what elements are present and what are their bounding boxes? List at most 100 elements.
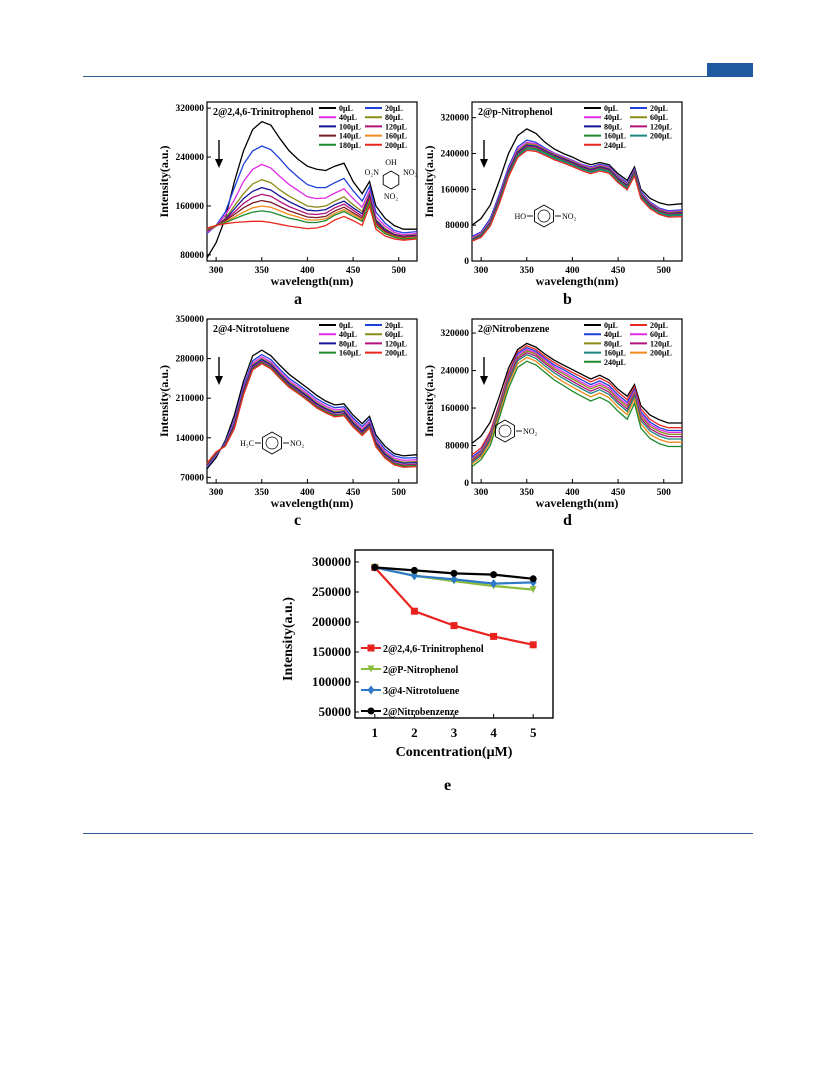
legend-label-3: 60μL <box>650 113 668 122</box>
legend-label-8: 240μL <box>604 358 626 367</box>
chart-e: 1 2 3 4 5 50000 100000 150000 200000 250000 300000… <box>281 549 554 760</box>
x-tick-label: 4 <box>490 725 497 740</box>
no2-label: NO₂ <box>403 168 418 177</box>
legend-label-2: 3@4-Nitrotoluene <box>383 686 460 697</box>
legend-label-0: 0μL <box>604 104 618 113</box>
legend-label-7: 160μL <box>385 132 407 141</box>
series-line-1 <box>206 145 418 234</box>
y-tick-label: 100000 <box>312 674 351 689</box>
caption-a: a <box>294 291 302 308</box>
panel-title: 2@2,4,6-Trinitrophenol <box>213 107 314 118</box>
series-line-4 <box>206 186 418 238</box>
panel-title: 2@p-Nitrophenol <box>478 107 553 118</box>
legend-label-8: 240μL <box>604 141 626 150</box>
x-tick-label: 400 <box>565 488 580 498</box>
series-line-6 <box>471 353 682 463</box>
panel-title: 2@4-Nitrotoluene <box>213 324 290 335</box>
legend-label-1: 20μL <box>650 104 668 113</box>
header-rule <box>83 76 753 77</box>
x-tick-label: 400 <box>300 266 315 276</box>
x-tick-label: 500 <box>392 488 407 498</box>
y-axis-label: Intensity(a.u.) <box>422 145 436 217</box>
series-0-point <box>450 622 458 630</box>
series-1-point <box>529 586 537 594</box>
molecule-structure: H₃C NO₂ <box>240 431 305 455</box>
series-line-1 <box>471 344 682 456</box>
legend-label-5: 120μL <box>650 339 672 348</box>
series-2-point <box>450 574 458 584</box>
series-line-8 <box>206 200 418 240</box>
legend-label-6: 140μL <box>339 132 361 141</box>
legend-label-5: 120μL <box>650 122 672 131</box>
x-tick-label: 400 <box>300 488 315 498</box>
series-3-point <box>371 563 379 571</box>
legend-label-0: 0μL <box>339 321 353 330</box>
y-tick-label: 70000 <box>180 473 204 483</box>
no2-label: NO₂ <box>290 439 305 448</box>
x-axis-label: Concentration(μM) <box>396 745 513 760</box>
aromatic-circle <box>537 209 551 223</box>
x-axis-label: wavelength(nm) <box>536 274 619 288</box>
legend-label-7: 200μL <box>650 132 672 141</box>
no2-label: NO₂ <box>384 192 399 201</box>
arrow-head <box>215 159 223 168</box>
y-tick-label: 150000 <box>312 644 351 659</box>
plot-frame <box>471 101 683 262</box>
x-tick-label: 500 <box>657 488 672 498</box>
series-3-point <box>450 569 458 577</box>
caption-b: b <box>563 291 572 308</box>
molecule-structure: NO₂ <box>495 419 538 443</box>
arrow-head <box>215 376 223 385</box>
y-tick-label: 240000 <box>441 150 470 160</box>
legend-label-0: 0μL <box>604 321 618 330</box>
series-line-8 <box>471 360 682 468</box>
series-line-0 <box>206 120 417 259</box>
y-tick-label: 320000 <box>441 114 470 124</box>
series-3-point <box>529 575 537 583</box>
legend-label-3: 60μL <box>385 330 403 339</box>
series-line-2 <box>206 163 418 236</box>
x-axis-label: wavelength(nm) <box>536 496 619 510</box>
series-2-point <box>410 571 418 581</box>
legend-label-2: 40μL <box>339 330 357 339</box>
y-tick-label: 0 <box>464 479 469 489</box>
x-tick-label: 300 <box>474 266 489 276</box>
legend-label-2: 40μL <box>604 330 622 339</box>
y-tick-label: 280000 <box>176 355 205 365</box>
y-tick-label: 160000 <box>176 202 205 212</box>
series-line-0 <box>206 349 418 470</box>
y-tick-label: 210000 <box>176 394 205 404</box>
legend-label-5: 120μL <box>385 122 407 131</box>
legend-label-1: 20μL <box>650 321 668 330</box>
legend-label-9: 200μL <box>385 141 407 150</box>
series-2-point <box>490 579 498 589</box>
series-line-0 <box>471 128 683 226</box>
series-3-point <box>410 566 418 574</box>
series-line-5 <box>471 351 682 462</box>
y-tick-label: 160000 <box>441 185 470 195</box>
chart-b: 300 350 400 450 500 0 80000 160000 240000 320000 w… <box>422 101 683 288</box>
series-0-point <box>410 607 418 615</box>
molecule-structure: OH O₂N NO₂ NO₂ <box>365 158 418 201</box>
series-line-3 <box>206 179 418 237</box>
chart-a: 300 350 400 450 500 80000 160000 240000 320000 wa… <box>157 101 418 288</box>
x-tick-label: 450 <box>611 266 626 276</box>
panel-b: 300 350 400 450 500 0 80000 160000 240000 320000 w… <box>420 95 685 290</box>
legend-label-6: 160μL <box>339 349 361 358</box>
legend-label-4: 80μL <box>604 122 622 131</box>
legend-label-4: 80μL <box>604 339 622 348</box>
legend-label-2: 40μL <box>604 113 622 122</box>
y-tick-label: 300000 <box>312 554 351 569</box>
x-tick-label: 350 <box>520 488 535 498</box>
page-accent-tab <box>707 63 753 77</box>
legend-label-3: 2@Nitrobenzenze <box>383 707 459 718</box>
benzene-ring <box>382 170 400 190</box>
benzene-ring <box>495 419 515 443</box>
molecule-structure: HO NO₂ <box>514 204 577 228</box>
x-tick-label: 300 <box>474 488 489 498</box>
y-tick-label: 140000 <box>176 434 205 444</box>
y-axis-label: Intensity(a.u.) <box>157 365 171 437</box>
y-tick-label: 240000 <box>176 153 205 163</box>
y-tick-label: 250000 <box>312 584 351 599</box>
x-tick-label: 450 <box>611 488 626 498</box>
